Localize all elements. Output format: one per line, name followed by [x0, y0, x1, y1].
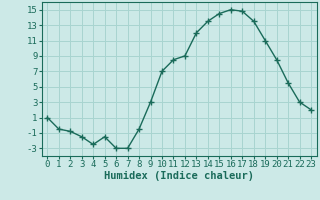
X-axis label: Humidex (Indice chaleur): Humidex (Indice chaleur): [104, 171, 254, 181]
